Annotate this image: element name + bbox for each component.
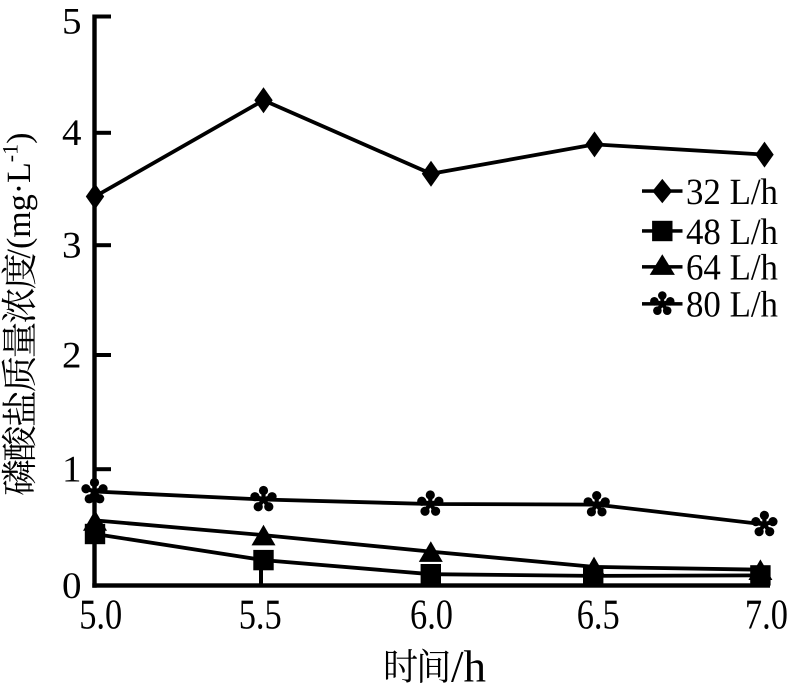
svg-text:5: 5 <box>62 2 82 43</box>
svg-text:6.0: 6.0 <box>410 592 453 639</box>
svg-text:32 L/h: 32 L/h <box>686 172 778 213</box>
svg-text:2: 2 <box>62 335 82 376</box>
svg-text:/h: /h <box>451 642 486 692</box>
svg-text:48 L/h: 48 L/h <box>686 212 778 253</box>
svg-text:0: 0 <box>62 566 82 607</box>
svg-text:7.0: 7.0 <box>745 592 788 639</box>
svg-text:6.5: 6.5 <box>577 592 620 639</box>
svg-text:4: 4 <box>62 113 82 154</box>
svg-text:3: 3 <box>62 226 82 267</box>
svg-text:1: 1 <box>62 450 82 491</box>
svg-text:5.0: 5.0 <box>79 592 122 639</box>
svg-text:64 L/h: 64 L/h <box>686 248 778 289</box>
svg-text:80 L/h: 80 L/h <box>686 285 778 326</box>
svg-text:5.5: 5.5 <box>239 592 282 639</box>
